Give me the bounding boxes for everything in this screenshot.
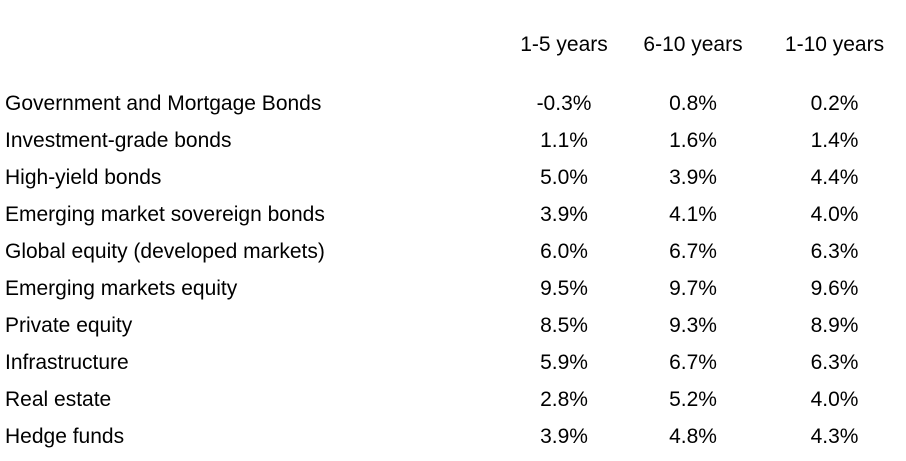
value-cell: 4.1% xyxy=(669,202,717,226)
table-row: Hedge funds 3.9% 4.8% 4.3% xyxy=(0,418,906,455)
value-cell: 1.4% xyxy=(810,128,859,152)
value-cell: 5.0% xyxy=(540,165,588,189)
value-cell: 3.9% xyxy=(669,165,717,189)
column-header-6-10-years: 6-10 years xyxy=(643,32,743,56)
value-cell: -0.3% xyxy=(536,91,592,115)
value-cell: 1.1% xyxy=(540,128,588,152)
row-label: Hedge funds xyxy=(5,424,125,448)
value-cell: 4.3% xyxy=(810,424,859,448)
row-label: Private equity xyxy=(5,313,133,337)
value-cell: 5.2% xyxy=(669,387,717,411)
value-cell: 9.3% xyxy=(669,313,717,337)
value-cell: 6.3% xyxy=(810,350,859,374)
table-row: Private equity 8.5% 9.3% 8.9% xyxy=(0,307,906,344)
header-spacer xyxy=(0,63,906,85)
row-label: Government and Mortgage Bonds xyxy=(5,91,322,115)
row-label: Emerging market sovereign bonds xyxy=(5,202,325,226)
table-row: Government and Mortgage Bonds -0.3% 0.8%… xyxy=(0,85,906,122)
value-cell: 1.6% xyxy=(669,128,717,152)
value-cell: 8.5% xyxy=(540,313,588,337)
table-row: Emerging markets equity 9.5% 9.7% 9.6% xyxy=(0,270,906,307)
value-cell: 6.3% xyxy=(810,239,859,263)
table-row: Infrastructure 5.9% 6.7% 6.3% xyxy=(0,344,906,381)
value-cell: 9.7% xyxy=(669,276,717,300)
value-cell: 9.5% xyxy=(540,276,588,300)
value-cell: 5.9% xyxy=(540,350,588,374)
row-label: Investment-grade bonds xyxy=(5,128,232,152)
row-label: Emerging markets equity xyxy=(5,276,238,300)
value-cell: 6.0% xyxy=(540,239,588,263)
column-header-1-5-years: 1-5 years xyxy=(520,32,608,56)
table-row: High-yield bonds 5.0% 3.9% 4.4% xyxy=(0,159,906,196)
value-cell: 0.2% xyxy=(810,91,859,115)
table-header-row: 1-5 years 6-10 years 1-10 years xyxy=(0,26,906,63)
row-label: High-yield bonds xyxy=(5,165,162,189)
value-cell: 4.0% xyxy=(810,387,859,411)
value-cell: 4.4% xyxy=(810,165,859,189)
row-label: Infrastructure xyxy=(5,350,129,374)
value-cell: 9.6% xyxy=(810,276,859,300)
value-cell: 8.9% xyxy=(810,313,859,337)
value-cell: 4.0% xyxy=(810,202,859,226)
table-row: Real estate 2.8% 5.2% 4.0% xyxy=(0,381,906,418)
value-cell: 2.8% xyxy=(540,387,588,411)
value-cell: 3.9% xyxy=(540,202,588,226)
column-header-1-10-years: 1-10 years xyxy=(784,32,885,56)
value-cell: 6.7% xyxy=(669,239,717,263)
table-row: Global equity (developed markets) 6.0% 6… xyxy=(0,233,906,270)
row-label: Global equity (developed markets) xyxy=(5,239,325,263)
value-cell: 4.8% xyxy=(669,424,717,448)
value-cell: 0.8% xyxy=(669,91,717,115)
table-row: Emerging market sovereign bonds 3.9% 4.1… xyxy=(0,196,906,233)
row-label: Real estate xyxy=(5,387,112,411)
value-cell: 3.9% xyxy=(540,424,588,448)
table-row: Investment-grade bonds 1.1% 1.6% 1.4% xyxy=(0,122,906,159)
value-cell: 6.7% xyxy=(669,350,717,374)
